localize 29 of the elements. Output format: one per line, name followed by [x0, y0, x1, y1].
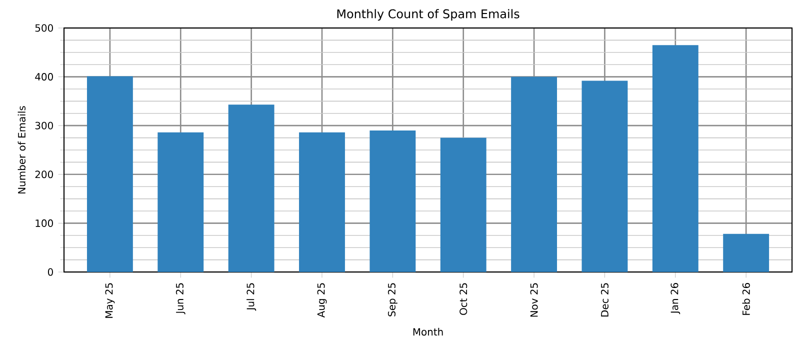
bar: [158, 132, 204, 272]
x-tick-label: Oct 25: [460, 283, 468, 315]
bar: [299, 132, 345, 272]
x-tick-label: Dec 25: [600, 283, 608, 317]
y-tick-label: 200: [35, 170, 53, 178]
x-tick-label: Jul 25: [246, 283, 256, 311]
bar: [228, 104, 274, 272]
y-axis-title: Number of Emails: [18, 106, 26, 194]
bar: [86, 76, 133, 272]
x-tick-label: Jan 26: [670, 282, 680, 314]
bar: [511, 76, 558, 272]
y-tick-label: 500: [35, 24, 53, 32]
x-axis-title: Month: [413, 328, 443, 336]
bar: [723, 234, 770, 272]
bar: [582, 80, 628, 272]
y-tick-label: 300: [35, 122, 53, 130]
chart-title: Monthly Count of Spam Emails: [337, 9, 520, 21]
x-tick-label: Jun 25: [176, 283, 186, 314]
bar: [652, 45, 698, 272]
bar: [440, 138, 486, 272]
bar: [370, 130, 416, 272]
x-tick-label: Sep 25: [388, 283, 398, 316]
x-tick-label: May 25: [105, 283, 115, 318]
x-tick-label: Aug 25: [317, 283, 327, 318]
y-tick-label: 0: [48, 268, 53, 276]
x-tick-label: Nov 25: [530, 283, 538, 317]
x-tick-label: Feb 26: [742, 283, 750, 315]
y-tick-label: 100: [36, 219, 53, 227]
y-tick-label: 400: [35, 73, 53, 81]
